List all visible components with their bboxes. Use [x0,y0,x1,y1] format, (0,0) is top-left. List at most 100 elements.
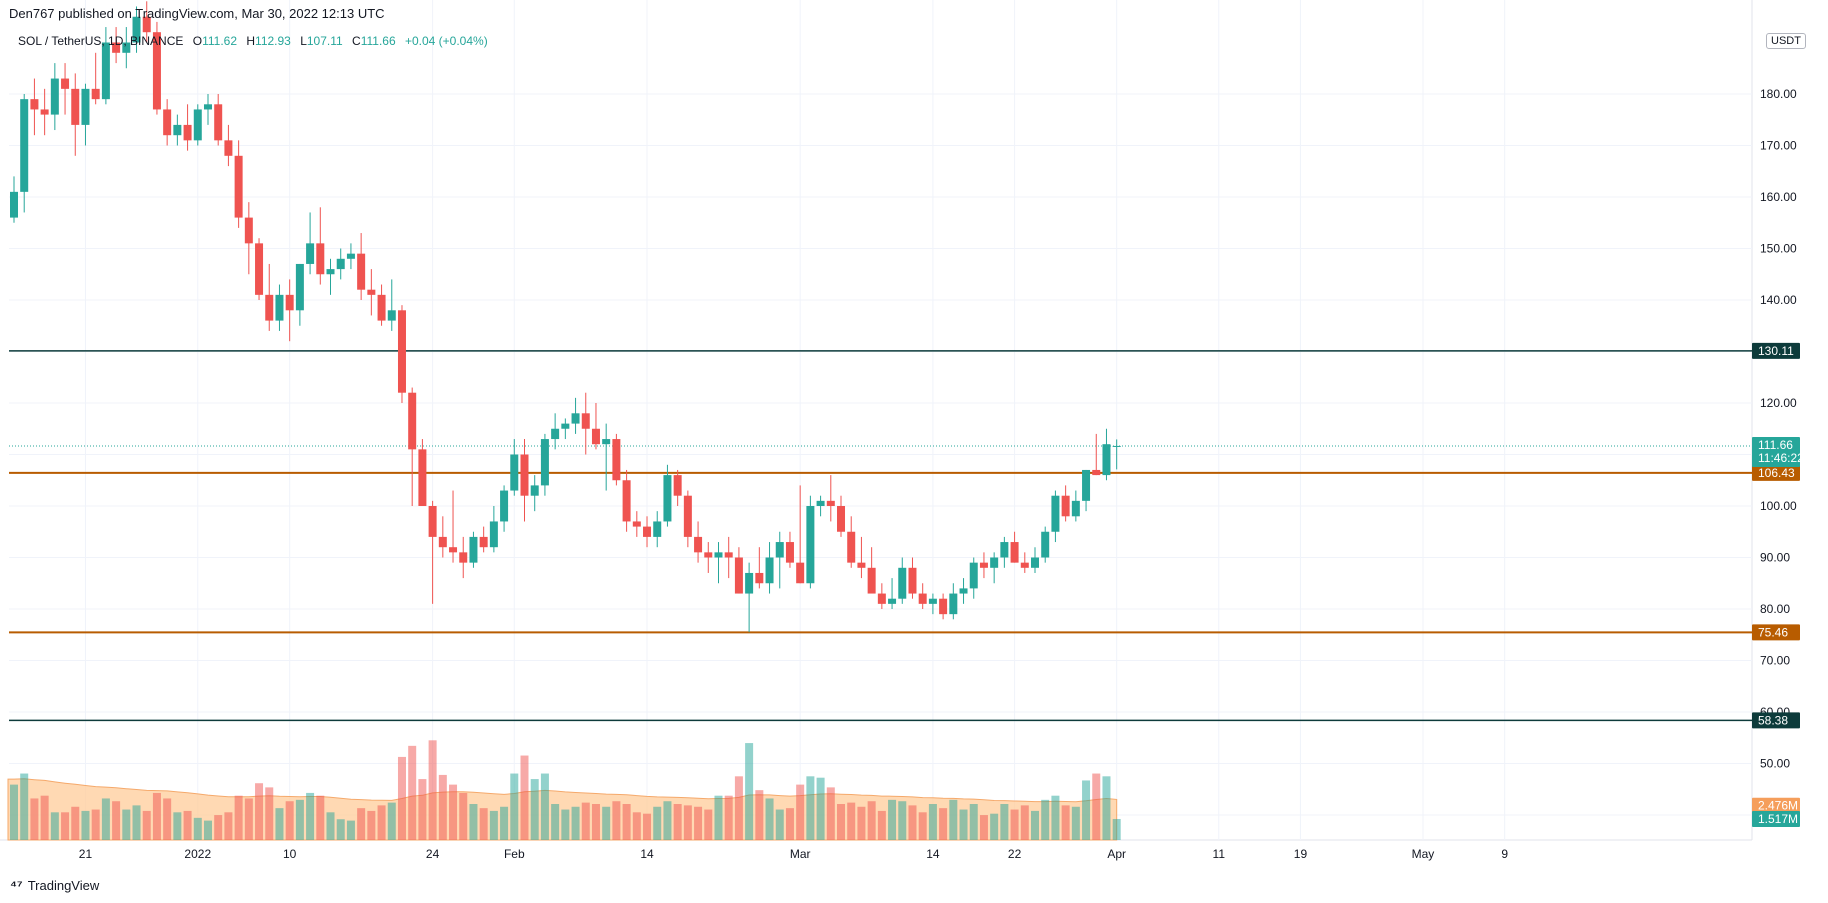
candle [581,392,590,455]
footer-brand[interactable]: ⁴⁷ TradingView [10,877,99,893]
candle [469,531,478,568]
high-value: 112.93 [255,34,291,48]
volume-bar [959,809,968,840]
candle [816,495,825,517]
volume-bar [285,801,294,840]
candle [20,94,29,213]
y-tick-label: 100.00 [1760,499,1797,513]
candle-body [714,552,723,558]
candle-body [928,598,937,604]
candle [387,279,396,331]
candle [520,439,529,522]
candle [888,578,897,609]
volume-bar [387,802,396,840]
candle [979,552,988,579]
candle-body [265,294,274,321]
candle-body [479,536,488,548]
y-tick-label: 70.00 [1760,654,1790,668]
low-label: L [300,34,307,48]
volume-bar [734,776,743,840]
candle [275,284,284,331]
volume-bar [61,812,70,840]
candle [837,495,846,537]
candle-body [939,598,948,615]
level-lines[interactable] [9,350,1752,722]
volume-bar [438,774,447,840]
candle-body [142,16,151,33]
candle-body [285,294,294,311]
volume-bar [1020,805,1029,840]
volume-bar [224,812,233,840]
candle-body [203,104,212,110]
open-label: O [192,34,203,48]
level-badge: 58.38 [1752,712,1800,729]
symbol-name[interactable]: SOL / TetherUS, 1D, BINANCE [18,34,184,48]
volume-bar [530,779,539,840]
volume-bar [591,804,600,840]
candle-body [612,439,621,481]
volume-bar [101,798,110,840]
candle [183,104,192,151]
candle [1092,433,1101,476]
tradingview-logo-icon: ⁴⁷ [10,877,23,893]
candle-body [244,217,253,244]
volume-bar [469,804,478,840]
volume-bar [632,812,641,840]
candle [734,547,743,594]
candle [449,490,458,563]
volume-bar [50,812,59,840]
volume-badge-bg [1752,810,1800,827]
candle-body [1092,469,1101,476]
volume-bar [377,805,386,840]
currency-button[interactable]: USDT [1766,33,1806,49]
x-tick-label: 2022 [184,847,211,861]
candle-body [775,542,784,558]
candle-body [1082,469,1091,501]
candle-body [694,536,703,553]
y-tick-label: 120.00 [1760,396,1797,410]
x-tick-label: 24 [426,847,440,861]
volume-bars [10,740,1121,840]
candle [10,176,18,223]
volume-bar [346,820,355,840]
x-axis[interactable]: 21 2022 10 24 Feb 14 Mar 14 22 Apr 11 19 May 9 [79,847,1509,861]
candle [346,243,355,270]
candle [540,433,549,496]
candle [561,418,570,440]
candle [643,516,652,548]
level-badge-bg [1752,464,1800,481]
candle-body [326,269,335,275]
candle-body [1051,495,1060,532]
x-tick-label: 9 [1501,847,1508,861]
volume-bar [653,806,662,840]
candle [724,536,733,579]
candle [1102,428,1111,481]
volume-bar [214,815,223,840]
volume-bar [326,812,335,840]
volume-bar [1010,809,1019,840]
volume-bar [152,792,161,840]
candle-body [275,294,284,321]
volume-bar [40,795,49,840]
candle [806,495,815,589]
y-tick-label: 170.00 [1760,139,1797,153]
current-price-badge-text: 11:46:22 [1758,451,1804,465]
candle [939,593,948,620]
candle-body [653,521,662,537]
candle-body [1061,495,1070,517]
candle [295,263,304,326]
candle-body [826,500,835,506]
volume-bar [244,798,253,840]
candle-body [387,310,396,321]
candle-body [163,109,172,136]
volume-bar [71,806,80,840]
volume-bar [694,806,703,840]
candle-body [673,475,682,496]
volume-bar [1112,818,1121,840]
candle-body [1000,542,1009,558]
candle-body [152,32,161,110]
candle-body [510,454,519,491]
candle-body [591,428,600,445]
volume-bar [785,808,794,840]
